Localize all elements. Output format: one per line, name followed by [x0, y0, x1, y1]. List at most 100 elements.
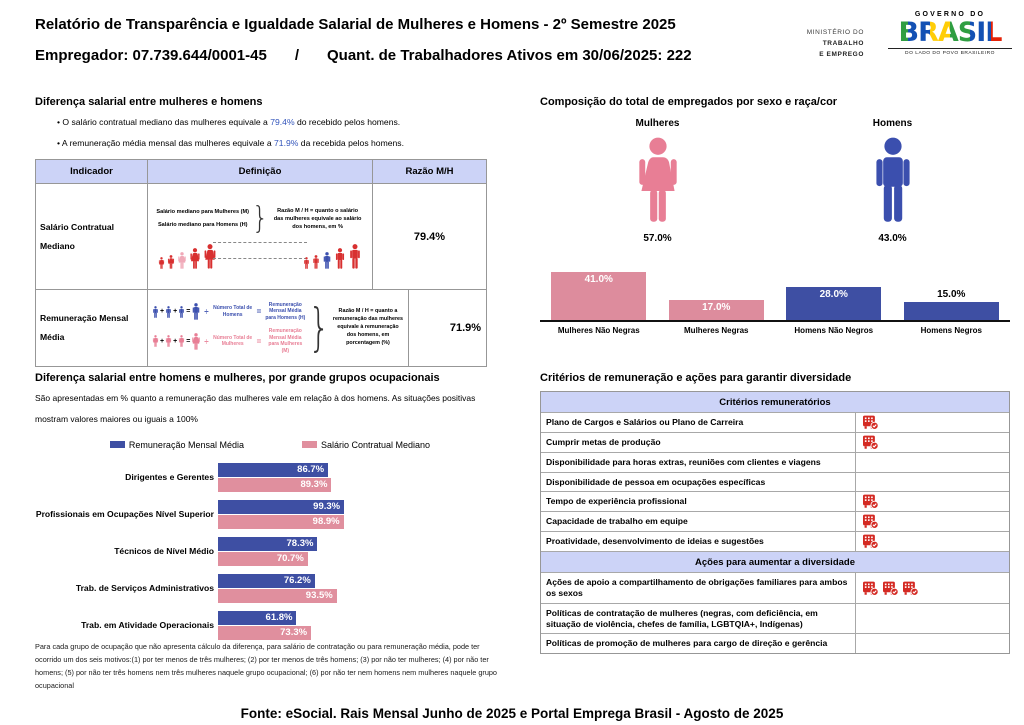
def-line-men: Salário mediano para Homens (H): [157, 222, 248, 228]
building-check-icon: [862, 494, 879, 509]
separator: /: [294, 47, 299, 64]
female-figure-icon: [178, 335, 185, 347]
bar-homens-nao-negros: 28.0%: [786, 287, 882, 320]
report-subtitle: Empregador: 07.739.644/0001-45 / Quant. de…: [35, 47, 692, 64]
female-share: Mulheres 57.0%: [540, 118, 775, 244]
definition-diagram-median: Salário mediano para Mulheres (M) Salári…: [147, 184, 372, 289]
female-figure-icon: [191, 333, 201, 350]
female-label: Mulheres: [635, 118, 680, 129]
criteria-row: Tempo de experiência profissional: [541, 491, 1009, 512]
male-label: Homens: [872, 118, 913, 129]
bar-group: Trab. em Atividade Operacionais 61.8% 73…: [35, 610, 505, 640]
section-occupational: Diferença salarial entre homens e mulher…: [35, 372, 505, 648]
male-median-icon: [322, 252, 332, 269]
women-group: [158, 244, 217, 269]
criteria-marks: [856, 634, 1009, 653]
occupational-subtitle-2: mostram valores maiores ou iguais a 100%: [35, 413, 198, 424]
occupational-bar-chart: Dirigentes e Gerentes 86.7% 89.3% Profis…: [35, 462, 505, 640]
men-mean-formula: + + = ÷ Número Total de Homens = Remuner…: [152, 302, 306, 322]
criteria-marks: [856, 433, 1009, 452]
criteria-marks: [856, 604, 1009, 633]
ratio-value-mean: 71.9%: [407, 290, 522, 366]
gov-brasil-logo: GOVERNO DO BRASIL DO LADO DO POVO BRASIL…: [888, 11, 1012, 56]
indicator-label: Remuneração Mensal Média: [40, 313, 129, 342]
brasil-wordmark: BRASIL: [888, 19, 1012, 46]
category-label: Dirigentes e Gerentes: [125, 472, 214, 483]
criteria-marks: [856, 413, 1009, 432]
ministry-line3: E EMPREGO: [819, 51, 864, 59]
criteria-section-2: Ações para aumentar a diversidade: [541, 551, 1009, 573]
male-share: Homens 43.0%: [775, 118, 1010, 244]
bar-remuneracao-media: 61.8%: [218, 610, 297, 625]
women-mean-formula: + + = ÷ Número Total de Mulheres = Remun…: [152, 328, 306, 354]
male-figure-icon: [348, 244, 362, 269]
criteria-row: Proatividade, desenvolvimento de ideias …: [541, 531, 1009, 552]
bar-remuneracao-media: 76.2%: [218, 573, 315, 588]
criteria-marks: [856, 573, 1009, 602]
gov-tagline: DO LADO DO POVO BRASILEIRO: [888, 48, 1012, 56]
employer-id: Empregador: 07.739.644/0001-45: [35, 47, 267, 64]
female-figure-icon: [165, 335, 172, 347]
bar-salario-mediano: 89.3%: [218, 477, 332, 492]
female-icon: [636, 137, 680, 223]
brace-glyph: }: [308, 298, 330, 358]
ministry-logo: MINISTÉRIO DO TRABALHO E EMPREGO: [782, 27, 864, 60]
bar-group: Dirigentes e Gerentes 86.7% 89.3%: [35, 462, 505, 492]
female-figure-icon: [158, 257, 165, 269]
criteria-marks: [856, 492, 1009, 511]
gov-top-label: GOVERNO DO: [914, 11, 986, 18]
female-figure-icon: [152, 335, 159, 347]
bar-mulheres-nao-negras: 41.0%: [551, 272, 647, 320]
bar-salario-mediano: 93.5%: [218, 588, 337, 603]
active-workers: Quant. de Trabalhadores Ativos em 30/06/…: [326, 47, 692, 64]
composition-bar-chart: 41.0% 17.0% 28.0% 15.0% Mulheres Não Neg…: [540, 260, 1010, 335]
building-check-icon: [862, 534, 879, 549]
criteria-row: Políticas de promoção de mulheres para c…: [541, 633, 1009, 654]
median-ratio-value: 79.4%: [270, 117, 295, 127]
criteria-row: Plano de Cargos e Salários ou Plano de C…: [541, 412, 1009, 432]
category-label: Trab. de Serviços Administrativos: [75, 583, 214, 594]
col-razao: Razão M/H: [372, 160, 486, 183]
male-percent: 43.0%: [878, 233, 907, 244]
legend-label: Remuneração Mensal Média: [128, 439, 244, 450]
mean-ratio-value: 71.9%: [274, 138, 299, 148]
criteria-marks: [856, 512, 1009, 531]
indicator-table: Indicador Definição Razão M/H Salário Co…: [35, 159, 487, 367]
female-figure-icon: [189, 248, 201, 269]
male-figure-icon: [334, 248, 346, 269]
bar-category-label: Homens Não Negros: [794, 326, 874, 335]
bar-mulheres-negras: 17.0%: [668, 300, 764, 320]
women-mean-label: Remuneração Mensal Média para Mulheres (…: [268, 328, 303, 354]
bar-category-label: Mulheres Negras: [684, 326, 749, 335]
indicator-table-header: Indicador Definição Razão M/H: [36, 160, 486, 183]
building-check-icon: [862, 514, 879, 529]
median-dashed-link: [213, 242, 307, 259]
legend-swatch-pink: [301, 441, 317, 449]
criteria-table: Critérios remuneratórios Plano de Cargos…: [540, 391, 1010, 655]
row-salario-mediano: Salário Contratual Mediano Salário media…: [36, 183, 486, 289]
section-criteria: Critérios de remuneração e ações para ga…: [540, 372, 1010, 655]
indicator-label: Salário Contratual Mediano: [40, 221, 115, 251]
occupational-subtitle-1: São apresentadas em % quanto a remuneraç…: [35, 393, 476, 403]
category-label: Técnicos de Nível Médio: [114, 546, 214, 557]
criteria-section-1: Critérios remuneratórios: [541, 392, 1009, 412]
bar-remuneracao-media: 86.7%: [218, 462, 329, 477]
pay-gap-bullets: • O salário contratual mediano das mulhe…: [57, 117, 487, 148]
col-definicao: Definição: [147, 160, 372, 183]
building-check-icon: [862, 435, 879, 450]
men-total-label: Número Total de Homens: [213, 305, 253, 318]
building-check-icon: [882, 581, 899, 596]
col-indicador: Indicador: [70, 166, 113, 177]
legend-swatch-blue: [109, 441, 125, 449]
criteria-marks: [856, 532, 1009, 551]
median-people-diagram: [152, 242, 368, 269]
female-figure-icon: [167, 255, 175, 269]
occupational-footnote: Para cada grupo de ocupação que não apre…: [35, 642, 497, 690]
criteria-row: Disponibilidade de pessoa em ocupações e…: [541, 471, 1009, 492]
category-label: Trab. em Atividade Operacionais: [81, 620, 214, 631]
composition-title: Composição do total de empregados por se…: [540, 96, 838, 108]
ratio-value-median: 79.4%: [372, 184, 486, 289]
men-group: [303, 244, 362, 269]
pay-gap-title: Diferença salarial entre mulheres e home…: [35, 96, 263, 108]
